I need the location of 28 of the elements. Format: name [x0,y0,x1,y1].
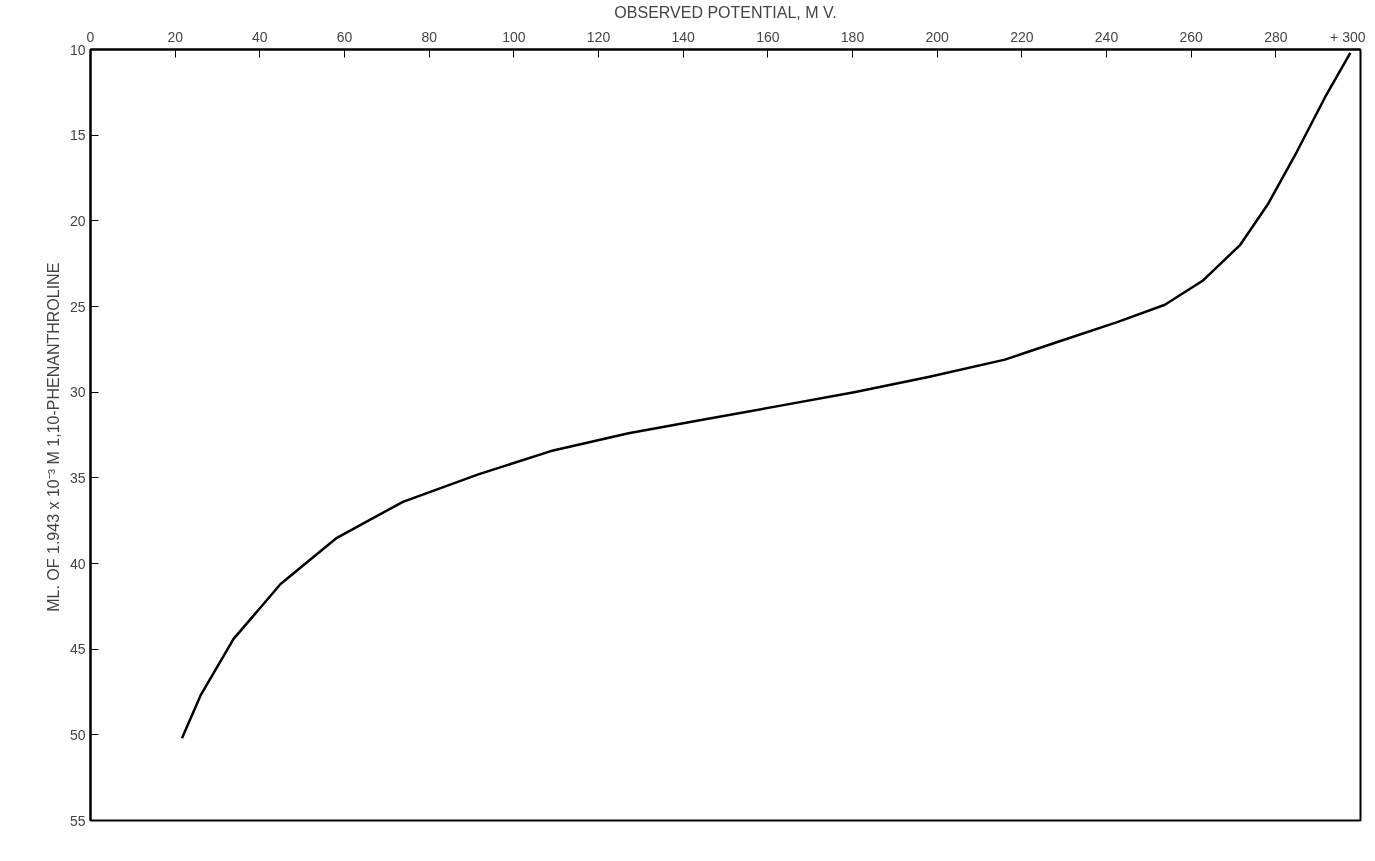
x-tick-label: 160 [756,28,780,45]
y-tick-label: 30 [69,384,86,401]
x-tick-label: 80 [421,28,438,45]
y-tick-label: 15 [69,127,86,144]
y-tick-label: 10 [69,41,86,58]
x-axis-title: OBSERVED POTENTIAL, M V. [614,3,837,21]
x-tick-label: 260 [1179,28,1204,45]
x-tick-label: 240 [1094,28,1119,45]
x-tick-label: 180 [840,28,865,45]
y-tick-label: 35 [69,469,86,486]
x-tick-label: 0 [86,28,95,45]
x-tick-label: 20 [167,28,184,45]
x-tick-label: 280 [1264,28,1288,45]
x-tick-label: + 300 [1330,28,1366,45]
x-tick-label: 60 [336,28,353,45]
x-tick-label: 120 [586,28,611,45]
x-tick-label: 220 [1010,28,1034,45]
y-tick-label: 40 [69,555,86,572]
y-tick-label: 20 [69,212,86,229]
x-tick-label: 140 [671,28,696,45]
y-tick-label: 45 [69,641,86,658]
x-tick-label: 100 [502,28,526,45]
y-tick-label: 50 [69,726,86,743]
x-tick-label: 200 [925,28,950,45]
y-tick-label: 25 [69,298,86,315]
y-tick-label: 55 [69,812,86,829]
y-axis-title: ML. OF 1.943 x 10⁻³ M 1,10-PHENANTHROLINE [44,262,62,612]
x-tick-label: 40 [252,28,268,45]
